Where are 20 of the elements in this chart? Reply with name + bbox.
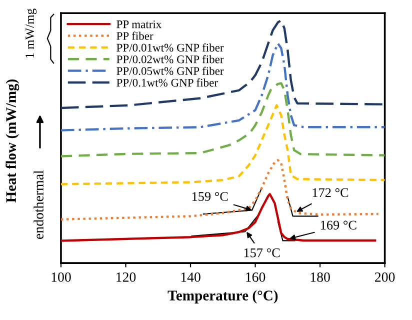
legend-label: PP/0.1wt% GNP fiber bbox=[116, 78, 218, 87]
legend-label: PP/0.05wt% GNP fiber bbox=[116, 66, 224, 75]
x-tick-label: 180 bbox=[310, 272, 330, 282]
legend-label: PP matrix bbox=[116, 20, 162, 28]
annotation: 157 °C bbox=[244, 248, 280, 258]
text: endothermal bbox=[34, 170, 44, 239]
x-tick-label: 100 bbox=[52, 272, 71, 282]
y-axis-title: Heat flow (mW/mg) bbox=[6, 79, 20, 203]
text: 1 mW/mg bbox=[26, 8, 37, 58]
annotation: 169 °C bbox=[320, 220, 356, 230]
legend-label: PP fiber bbox=[116, 32, 154, 40]
x-tick-label: 160 bbox=[246, 272, 266, 282]
x-tick-label: 200 bbox=[375, 272, 395, 282]
legend-label: PP/0.02wt% GNP fiber bbox=[116, 55, 224, 64]
x-tick-label: 140 bbox=[181, 272, 200, 282]
annotation: 172 °C bbox=[312, 188, 348, 198]
x-tick-label: 120 bbox=[116, 272, 136, 282]
x-axis-title: Temperature (°C) bbox=[168, 290, 278, 304]
legend-label: PP/0.01wt% GNP fiber bbox=[116, 43, 224, 52]
annotation: 159 °C bbox=[192, 192, 228, 201]
